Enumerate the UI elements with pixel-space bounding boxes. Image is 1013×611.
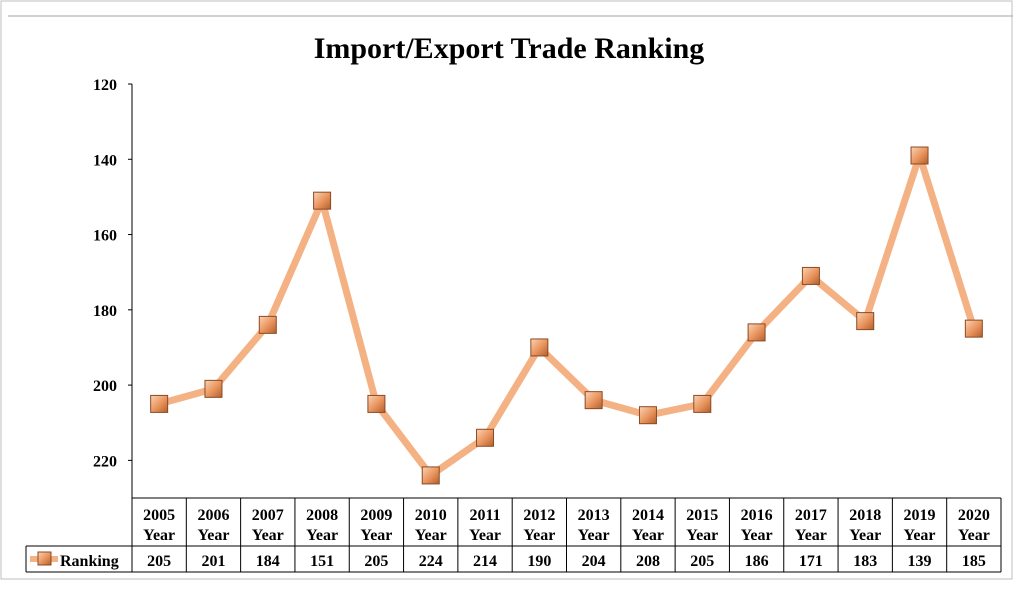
data-point	[584, 391, 603, 410]
table-value: 201	[201, 553, 225, 570]
y-tick-label: 160	[93, 228, 117, 245]
x-category-label: 2008 Year	[306, 507, 338, 544]
x-category-label: 2011 Year	[469, 507, 501, 544]
table-value: 214	[473, 553, 497, 570]
table-value: 186	[745, 553, 769, 570]
x-category-label: 2009 Year	[360, 507, 392, 544]
data-point	[367, 394, 386, 413]
data-point	[910, 146, 929, 165]
table-value: 183	[853, 553, 877, 570]
x-category-label: 2018 Year	[849, 507, 881, 544]
data-point	[204, 379, 223, 398]
data-point	[693, 394, 712, 413]
data-table: 2005 Year 2006 Year 2007 Year 2008 Year 2009 Year…	[25, 497, 1002, 573]
data-point	[801, 266, 820, 285]
y-axis: 120 140 160 180 200 220	[93, 77, 133, 498]
series-line-group	[155, 152, 978, 479]
y-tick-label: 120	[93, 77, 117, 94]
data-point	[150, 394, 169, 413]
y-tick-label: 180	[93, 303, 117, 320]
data-point	[421, 466, 440, 485]
outer-border	[0, 0, 1013, 580]
x-category-label: 2020 Year	[958, 507, 990, 544]
table-value: 205	[364, 553, 388, 570]
data-point	[530, 338, 549, 357]
x-category-label: 2016 Year	[741, 507, 773, 544]
table-value: 208	[636, 553, 660, 570]
y-tick-label: 200	[93, 378, 117, 395]
x-category-label: 2015 Year	[686, 507, 718, 544]
series-line	[155, 152, 978, 479]
x-category-label: 2013 Year	[578, 507, 610, 544]
x-category-label: 2014 Year	[632, 507, 664, 544]
chart-title: Import/Export Trade Ranking	[314, 32, 705, 65]
x-category-label: 2007 Year	[252, 507, 284, 544]
table-value: 190	[527, 553, 551, 570]
y-tick-label: 220	[93, 453, 117, 470]
x-category-label: 2006 Year	[197, 507, 229, 544]
data-point	[856, 312, 875, 331]
table-value: 185	[962, 553, 986, 570]
x-category-label: 2012 Year	[523, 507, 555, 544]
markers-group	[150, 146, 983, 485]
data-point	[258, 315, 277, 334]
table-value: 139	[908, 553, 932, 570]
x-category-label: 2005 Year	[143, 507, 175, 544]
data-point	[638, 406, 657, 425]
table-value: 171	[799, 553, 823, 570]
table-value: 205	[690, 553, 714, 570]
table-value: 151	[310, 553, 334, 570]
data-point	[313, 191, 332, 210]
legend-label: Ranking	[60, 553, 119, 570]
data-point	[476, 428, 495, 447]
data-point	[964, 319, 983, 338]
legend-marker	[37, 551, 52, 566]
table-value: 224	[419, 553, 443, 570]
data-point	[747, 323, 766, 342]
table-value: 184	[256, 553, 280, 570]
table-value: 205	[147, 553, 171, 570]
table-value: 204	[582, 553, 606, 570]
x-category-label: 2017 Year	[795, 507, 827, 544]
x-category-label: 2010 Year	[415, 507, 447, 544]
x-category-label: 2019 Year	[904, 507, 936, 544]
y-tick-label: 140	[93, 152, 117, 169]
